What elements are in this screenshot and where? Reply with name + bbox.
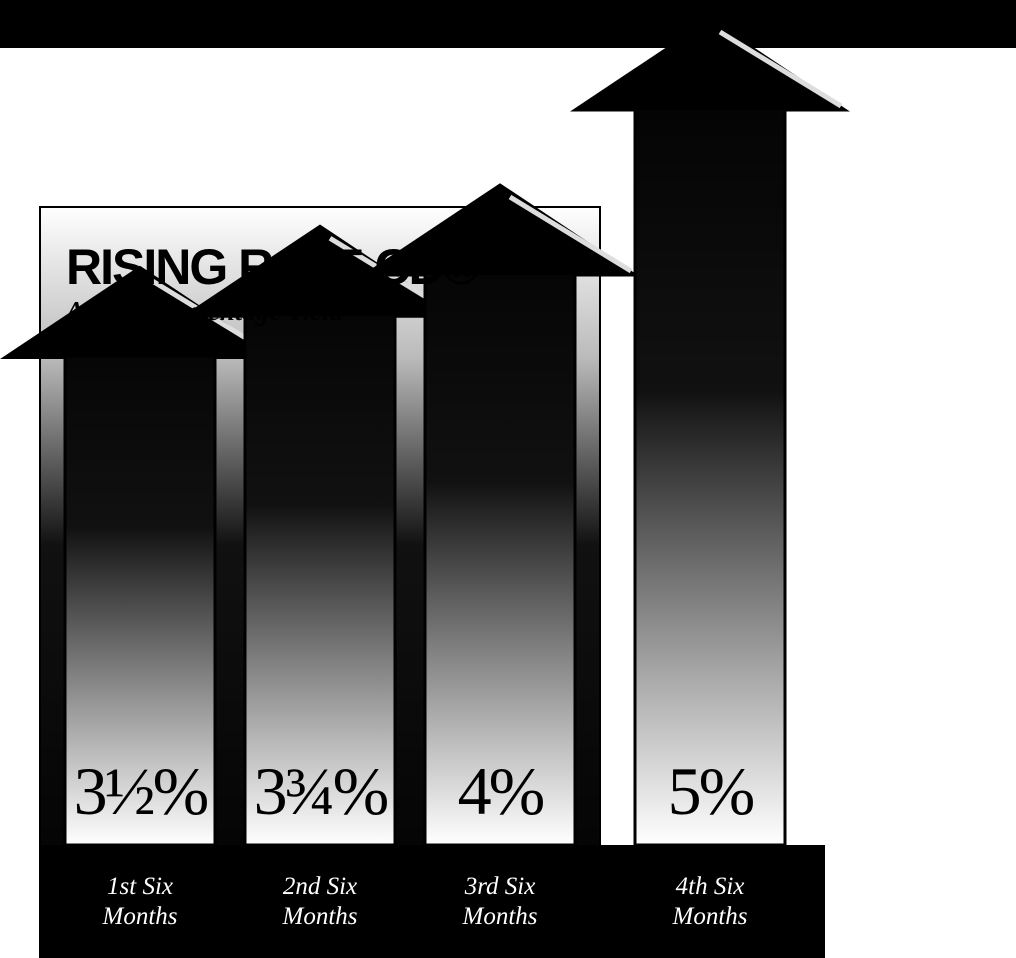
category-label: 4th Six Months xyxy=(655,872,765,932)
ad: RISING RATE CD® Annual Percentage Yield … xyxy=(0,0,1016,958)
value-label: 3¾% xyxy=(240,752,400,831)
category-label: 2nd Six Months xyxy=(265,872,375,932)
chart-title: RISING RATE CD® xyxy=(66,238,477,296)
category-label: 1st Six Months xyxy=(85,872,195,932)
top-band xyxy=(0,0,1016,48)
value-label: 5% xyxy=(630,752,790,831)
value-label: 4% xyxy=(420,752,580,831)
value-label: 3½% xyxy=(60,752,220,831)
arrow xyxy=(575,20,845,845)
category-label: 3rd Six Months xyxy=(445,872,555,932)
chart-subtitle: Annual Percentage Yield xyxy=(66,296,343,327)
